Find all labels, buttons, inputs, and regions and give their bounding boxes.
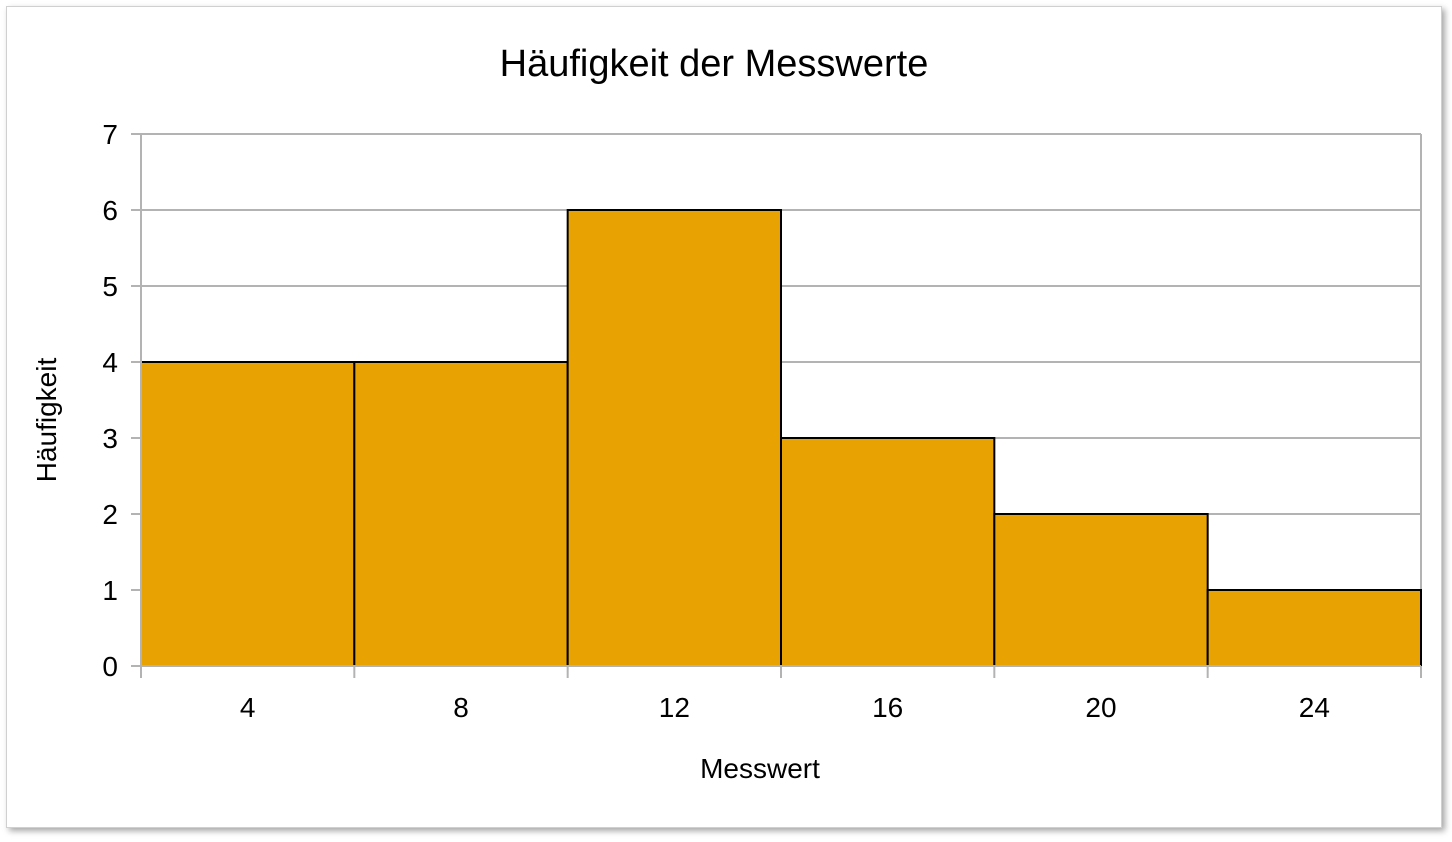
bar-8 xyxy=(353,361,569,667)
axes xyxy=(131,133,1422,678)
x-tick-label: 4 xyxy=(240,692,256,723)
y-tick-label: 5 xyxy=(102,271,118,302)
x-tick-label: 16 xyxy=(872,692,903,723)
bar-16 xyxy=(780,437,996,667)
y-tick-labels: 0 1 2 3 4 5 6 7 xyxy=(102,119,118,682)
y-tick-label: 0 xyxy=(102,651,118,682)
x-tick-labels: 4 8 12 16 20 24 xyxy=(240,692,1330,723)
y-tick-label: 6 xyxy=(102,195,118,226)
y-tick-label: 1 xyxy=(102,575,118,606)
y-tick-label: 4 xyxy=(102,347,118,378)
y-tick-label: 7 xyxy=(102,119,118,150)
x-tick-label: 8 xyxy=(453,692,469,723)
x-axis-label: Messwert xyxy=(700,753,820,784)
y-tick-label: 3 xyxy=(102,423,118,454)
bar-4 xyxy=(140,361,356,667)
bar-24 xyxy=(1206,589,1422,667)
x-tick-label: 20 xyxy=(1085,692,1116,723)
y-axis-label: Häufigkeit xyxy=(31,358,62,483)
x-tick-label: 12 xyxy=(659,692,690,723)
x-tick-label: 24 xyxy=(1299,692,1330,723)
bar-20 xyxy=(993,513,1209,667)
chart-title: Häufigkeit der Messwerte xyxy=(500,43,929,85)
bars xyxy=(140,209,1422,667)
bar-12 xyxy=(566,209,783,667)
y-tick-label: 2 xyxy=(102,499,118,530)
